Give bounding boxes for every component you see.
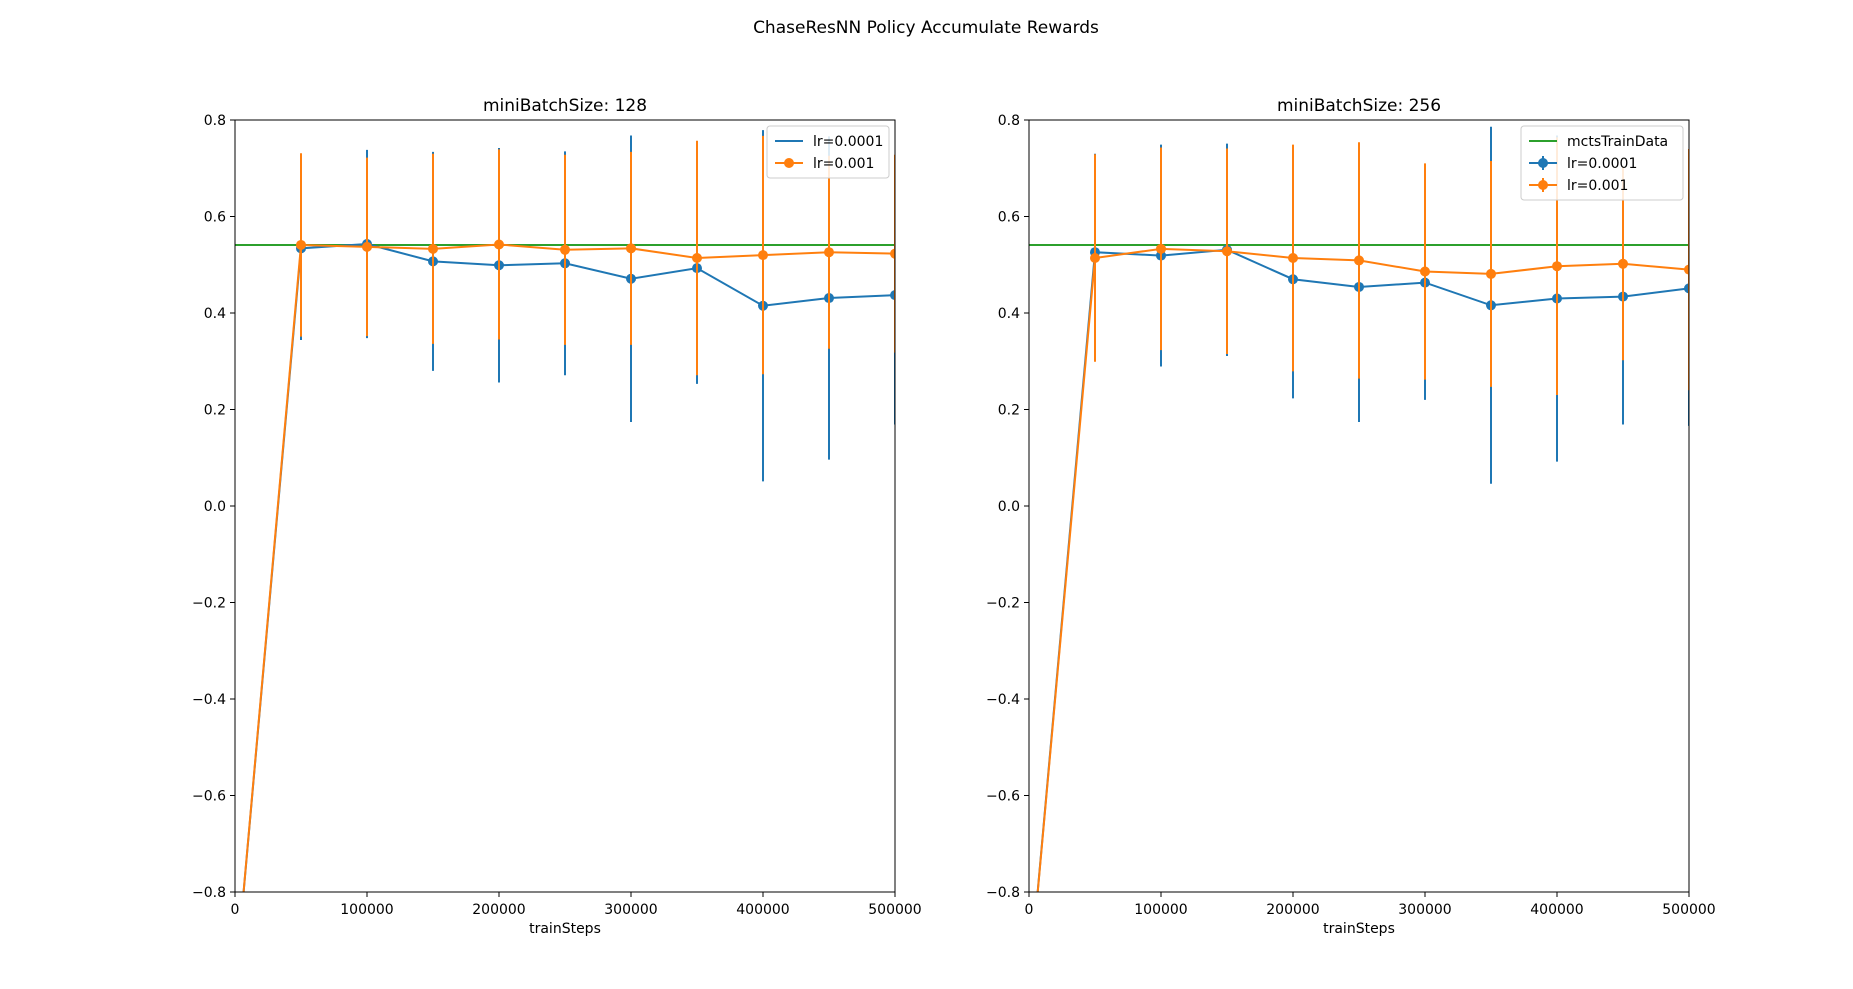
data-point (824, 247, 834, 258)
legend-entry: lr=0.0001 (1529, 156, 1637, 172)
data-point (692, 252, 702, 263)
y-tick-label: 0.2 (998, 403, 1020, 419)
y-tick-label: 0.4 (204, 306, 226, 322)
series-lr=0.001 (242, 135, 895, 892)
x-tick-label: 400000 (736, 902, 789, 918)
x-tick-label: 500000 (1662, 902, 1715, 918)
data-point (1552, 261, 1562, 272)
y-tick-label: −0.8 (192, 885, 226, 901)
plot-area (235, 130, 895, 892)
legend-entry: mctsTrainData (1529, 134, 1668, 150)
y-tick-label: −0.4 (986, 692, 1020, 708)
legend-label: lr=0.001 (813, 156, 874, 172)
legend-entry: lr=0.001 (775, 156, 874, 172)
x-tick-label: 100000 (1134, 902, 1187, 918)
figure-title: ChaseResNN Policy Accumulate Rewards (753, 18, 1099, 38)
y-tick-label: −0.2 (192, 596, 226, 612)
data-point (494, 239, 504, 250)
data-point (1156, 243, 1166, 254)
subplot-minibatch-128: miniBatchSize: 128 0 100000 200000 300000 400… (192, 96, 922, 937)
legend: mctsTrainData lr=0.0001 lr=0.001 (1520, 125, 1684, 201)
legend-marker (784, 158, 794, 168)
subplot-title: miniBatchSize: 128 (483, 96, 647, 116)
y-tick-label: −0.6 (192, 789, 226, 805)
data-point (428, 243, 438, 254)
legend-box (766, 125, 890, 179)
data-point (1090, 252, 1100, 263)
data-point (1618, 258, 1628, 269)
data-point (1486, 268, 1496, 279)
x-tick-label: 0 (1025, 902, 1034, 918)
data-point (1420, 266, 1430, 277)
x-tick-label: 300000 (1398, 902, 1451, 918)
legend-entry: lr=0.001 (1529, 178, 1628, 194)
data-point (890, 248, 895, 259)
y-tick-label: −0.4 (192, 692, 226, 708)
y-tick-label: 0.6 (998, 210, 1020, 226)
legend-label: mctsTrainData (1567, 134, 1668, 150)
subplot-minibatch-256: miniBatchSize: 256 0 100000 200000 300000 400… (986, 96, 1716, 937)
data-point (890, 290, 895, 301)
data-point (1684, 283, 1689, 294)
data-point (1684, 264, 1689, 275)
data-point (626, 243, 636, 254)
y-tick-label: 0.6 (204, 210, 226, 226)
x-axis-label: trainSteps (1323, 921, 1395, 937)
legend-marker (1538, 158, 1548, 168)
data-point (1354, 255, 1364, 266)
legend-label: lr=0.0001 (813, 134, 883, 150)
series-lr=0.0001 (1036, 126, 1689, 892)
legend-marker (1538, 180, 1548, 190)
series-lr=0.0001 (242, 130, 895, 892)
legend: lr=0.0001 lr=0.001 (766, 125, 890, 179)
x-tick-label: 300000 (604, 902, 657, 918)
y-tick-label: 0.4 (998, 306, 1020, 322)
y-tick-label: 0.8 (998, 113, 1020, 129)
y-tick-label: −0.2 (986, 596, 1020, 612)
data-point (296, 239, 306, 250)
legend-label: lr=0.0001 (1567, 156, 1637, 172)
x-axis-label: trainSteps (529, 921, 601, 937)
plot-area (1029, 126, 1689, 892)
data-point (362, 241, 372, 252)
x-tick-label: 0 (231, 902, 240, 918)
legend-entry: lr=0.0001 (775, 134, 883, 150)
y-tick-label: 0.2 (204, 403, 226, 419)
x-tick-label: 500000 (868, 902, 921, 918)
y-tick-label: 0.0 (998, 499, 1020, 515)
data-point (758, 250, 768, 261)
y-tick-label: 0.0 (204, 499, 226, 515)
x-tick-label: 100000 (340, 902, 393, 918)
legend-label: lr=0.001 (1567, 178, 1628, 194)
x-tick-label: 400000 (1530, 902, 1583, 918)
x-tick-label: 200000 (1266, 902, 1319, 918)
data-point (1222, 246, 1232, 257)
legend-box (1520, 125, 1684, 201)
y-tick-label: −0.6 (986, 789, 1020, 805)
subplot-title: miniBatchSize: 256 (1277, 96, 1441, 116)
y-tick-label: −0.8 (986, 885, 1020, 901)
y-tick-label: 0.8 (204, 113, 226, 129)
data-point (1288, 252, 1298, 263)
series-lr=0.001 (1036, 137, 1689, 892)
data-point (560, 244, 570, 255)
x-tick-label: 200000 (472, 902, 525, 918)
